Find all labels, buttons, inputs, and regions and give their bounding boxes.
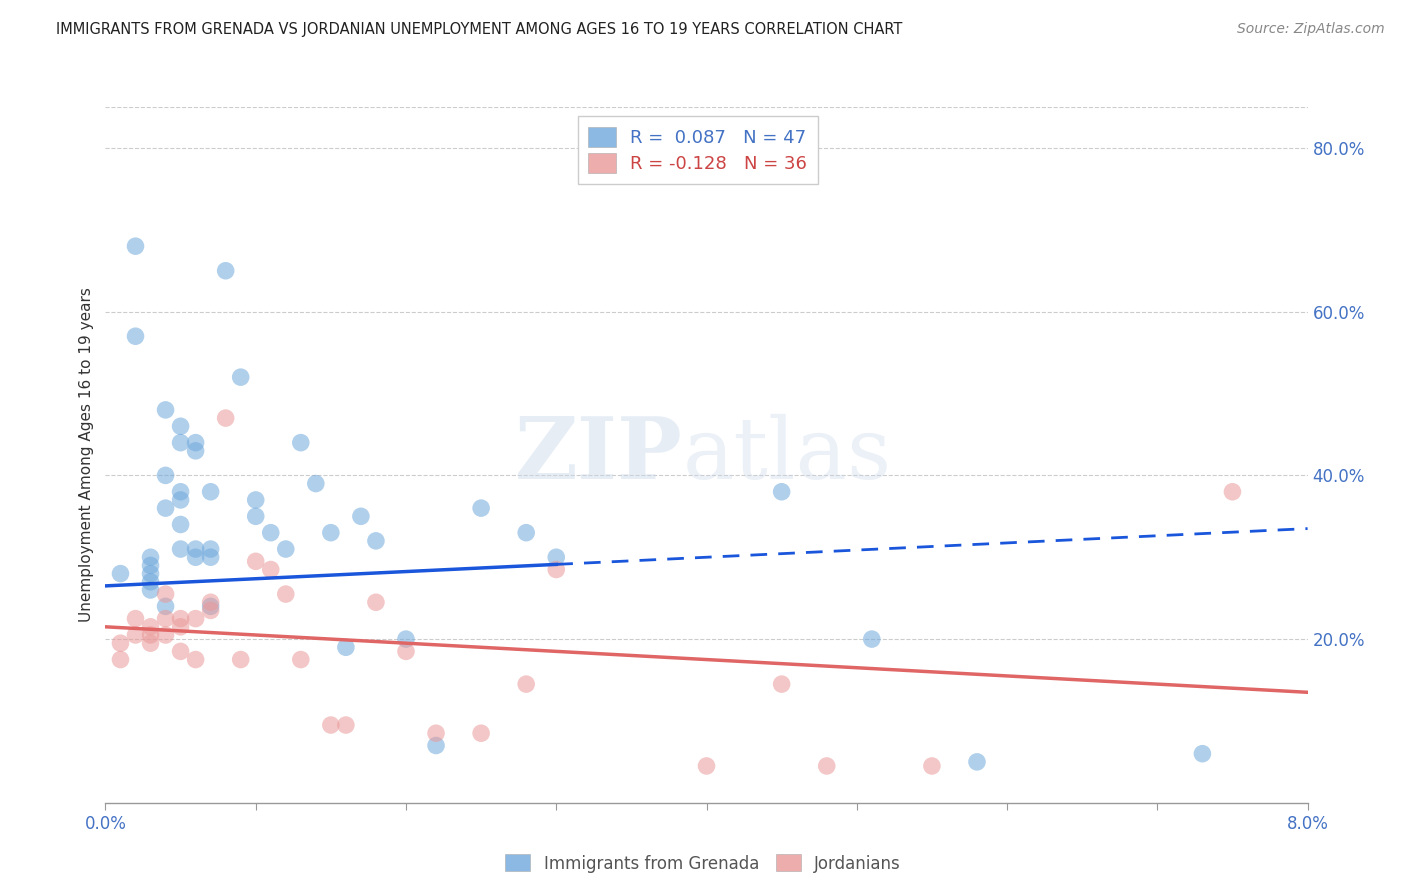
Point (139, 566, 162, 581)
Point (290, 435, 312, 450)
Point (515, 525, 537, 540)
Point (260, 562, 283, 576)
Point (110, 566, 132, 581)
Point (184, 652, 207, 666)
Point (395, 644, 418, 658)
Point (155, 501, 177, 516)
Point (245, 509, 267, 524)
Text: Source: ZipAtlas.com: Source: ZipAtlas.com (1237, 22, 1385, 37)
Point (515, 677, 537, 691)
Point (110, 636, 132, 650)
Text: ZIP: ZIP (515, 413, 682, 497)
Point (184, 443, 207, 458)
Point (274, 587, 297, 601)
Point (425, 739, 447, 753)
Point (184, 550, 207, 565)
Point (350, 509, 373, 524)
Point (169, 620, 191, 634)
Point (335, 718, 357, 732)
Point (200, 595, 222, 609)
Point (169, 612, 191, 626)
Point (200, 484, 222, 499)
Point (139, 574, 162, 589)
Point (184, 435, 207, 450)
Point (124, 612, 146, 626)
Point (169, 644, 191, 658)
Point (184, 542, 207, 557)
Point (200, 550, 222, 565)
Point (214, 411, 236, 425)
Point (305, 476, 328, 491)
Point (169, 484, 191, 499)
Point (274, 542, 297, 557)
Point (139, 550, 162, 565)
Point (364, 595, 387, 609)
Point (124, 329, 146, 343)
Point (546, 550, 568, 565)
Legend: Immigrants from Grenada, Jordanians: Immigrants from Grenada, Jordanians (499, 847, 907, 880)
Text: atlas: atlas (682, 413, 891, 497)
Point (110, 652, 132, 666)
Point (921, 759, 943, 773)
Point (155, 468, 177, 483)
Point (1191, 747, 1213, 761)
Point (214, 264, 236, 278)
Point (155, 612, 177, 626)
Point (155, 403, 177, 417)
Point (229, 370, 252, 384)
Point (546, 562, 568, 576)
Point (425, 726, 447, 740)
Point (200, 599, 222, 614)
Point (184, 612, 207, 626)
Point (155, 599, 177, 614)
Point (860, 632, 883, 646)
Point (169, 542, 191, 557)
Point (470, 726, 492, 740)
Point (290, 652, 312, 666)
Point (155, 587, 177, 601)
Point (770, 484, 793, 499)
Point (364, 533, 387, 548)
Point (335, 640, 357, 655)
Point (155, 628, 177, 642)
Point (139, 636, 162, 650)
Legend: R =  0.087   N = 47, R = -0.128   N = 36: R = 0.087 N = 47, R = -0.128 N = 36 (578, 116, 818, 184)
Point (245, 492, 267, 507)
Point (169, 419, 191, 434)
Point (169, 435, 191, 450)
Point (319, 718, 342, 732)
Point (260, 525, 283, 540)
Point (200, 603, 222, 617)
Point (319, 525, 342, 540)
Point (124, 628, 146, 642)
Point (139, 582, 162, 597)
Point (966, 755, 988, 769)
Point (696, 759, 718, 773)
Point (200, 542, 222, 557)
Point (395, 632, 418, 646)
Point (1222, 484, 1244, 499)
Point (139, 628, 162, 642)
Point (124, 239, 146, 253)
Point (770, 677, 793, 691)
Point (815, 759, 838, 773)
Point (169, 492, 191, 507)
Y-axis label: Unemployment Among Ages 16 to 19 years: Unemployment Among Ages 16 to 19 years (79, 287, 94, 623)
Point (229, 652, 252, 666)
Text: IMMIGRANTS FROM GRENADA VS JORDANIAN UNEMPLOYMENT AMONG AGES 16 TO 19 YEARS CORR: IMMIGRANTS FROM GRENADA VS JORDANIAN UNE… (56, 22, 903, 37)
Point (245, 554, 267, 568)
Point (139, 558, 162, 573)
Point (139, 620, 162, 634)
Point (470, 501, 492, 516)
Point (169, 517, 191, 532)
